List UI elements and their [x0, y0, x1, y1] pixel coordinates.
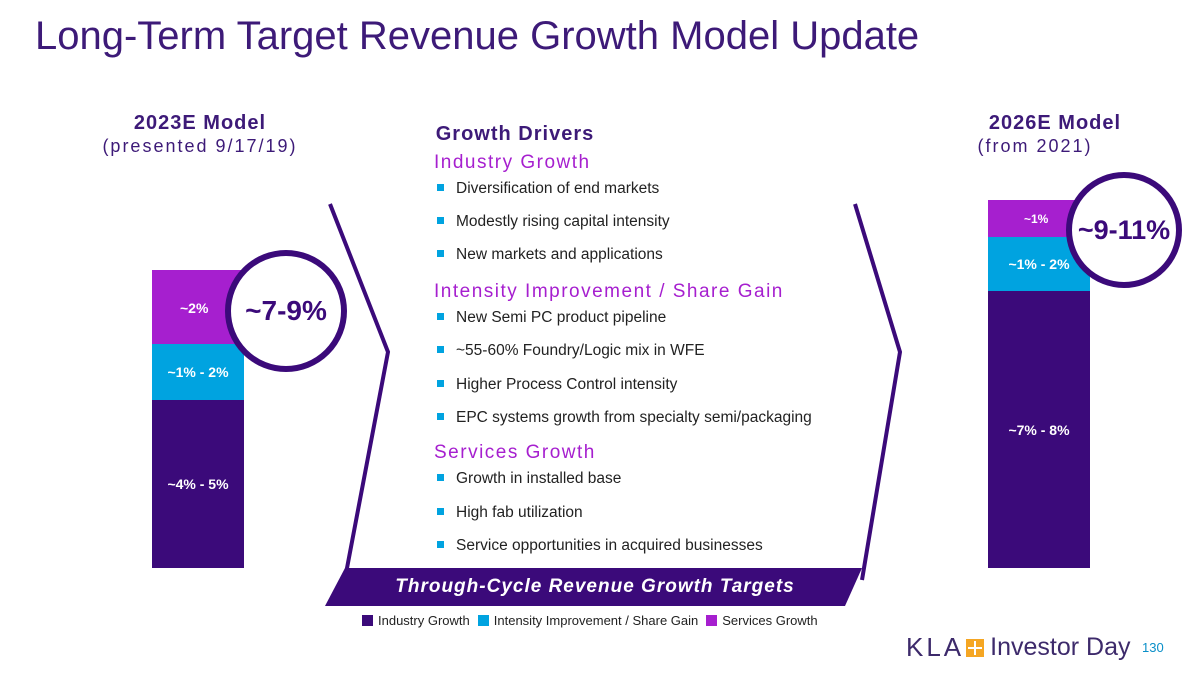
right-model-sub: (from 2021)	[977, 136, 1093, 156]
logo-brand: KLA	[906, 632, 965, 662]
bullet: New markets and applications	[437, 246, 663, 264]
bullet: Growth in installed base	[437, 470, 621, 488]
banner-text: Through-Cycle Revenue Growth Targets	[395, 576, 795, 597]
growth-drivers-heading: Growth Drivers	[435, 123, 595, 145]
page-number: 130	[1142, 640, 1164, 655]
bar-2023-industry: ~4% - 5%	[152, 400, 244, 568]
section-title: Services Growth	[434, 442, 596, 463]
legend-swatch	[706, 615, 718, 626]
left-model-sub: (presented 9/17/19)	[102, 136, 298, 156]
right-chevron	[853, 203, 903, 581]
left-chevron	[328, 203, 391, 606]
bullet: New Semi PC product pipeline	[437, 309, 666, 327]
legend-item: Services Growth	[706, 613, 818, 628]
legend-label: Intensity Improvement / Share Gain	[493, 613, 699, 628]
bullet: Service opportunities in acquired busine…	[437, 537, 763, 555]
bullet: Higher Process Control intensity	[437, 376, 677, 394]
page-title: Long-Term Target Revenue Growth Model Up…	[35, 14, 920, 58]
section-title: Industry Growth	[434, 152, 591, 173]
bar-2026-industry: ~7% - 8%	[988, 291, 1090, 568]
legend-item: Industry Growth	[362, 613, 470, 628]
logo-event: Investor Day	[990, 633, 1131, 661]
legend: Industry Growth Intensity Improvement / …	[362, 613, 826, 628]
legend-swatch	[362, 615, 373, 626]
bullet: High fab utilization	[437, 504, 583, 522]
bullet: Modestly rising capital intensity	[437, 213, 670, 231]
plus-icon	[966, 638, 985, 657]
total-2023-circle: ~7-9%	[225, 250, 347, 372]
legend-swatch	[477, 615, 489, 626]
legend-label: Industry Growth	[378, 613, 470, 628]
bar-2023-intensity: ~1% - 2%	[152, 344, 244, 400]
bullet: Diversification of end markets	[437, 180, 659, 198]
left-model-heading: 2023E Model	[133, 112, 267, 134]
legend-item: Intensity Improvement / Share Gain	[477, 613, 699, 628]
bullet: ~55-60% Foundry/Logic mix in WFE	[437, 342, 705, 360]
total-2026-circle: ~9-11%	[1066, 172, 1182, 288]
section-title: Intensity Improvement / Share Gain	[434, 281, 784, 302]
legend-label: Services Growth	[722, 613, 818, 628]
right-model-heading: 2026E Model	[988, 112, 1122, 134]
bullet: EPC systems growth from specialty semi/p…	[437, 409, 812, 427]
banner-shape	[325, 568, 862, 606]
kla-logo: KLA Investor Day	[906, 632, 1131, 663]
